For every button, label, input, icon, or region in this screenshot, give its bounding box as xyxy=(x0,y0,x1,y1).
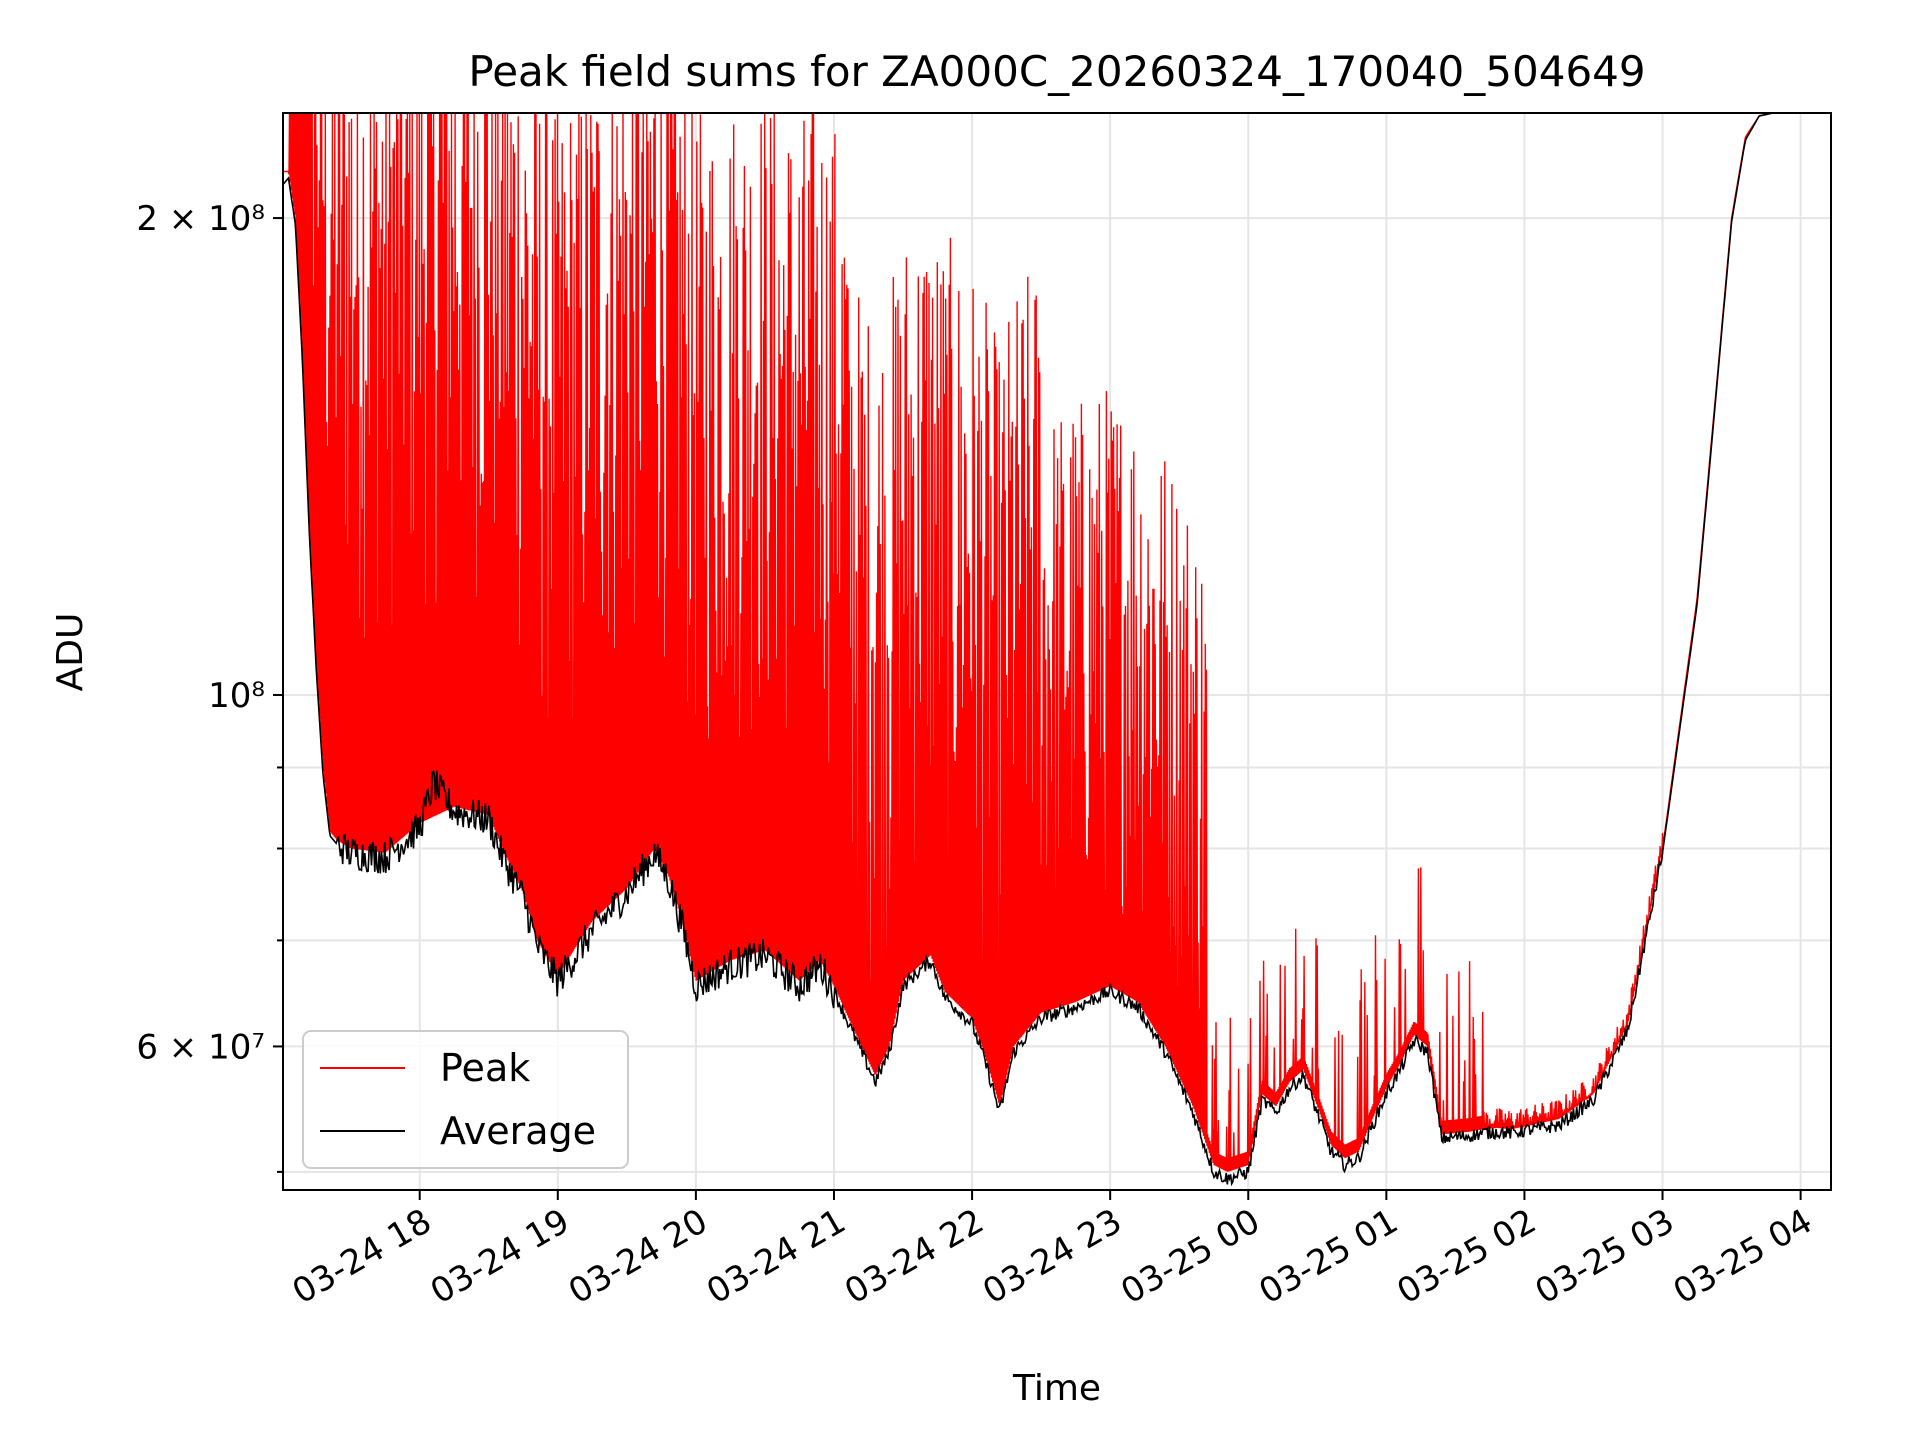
y-axis-title: ADU xyxy=(50,613,91,692)
legend: Peak Average xyxy=(302,1030,629,1169)
average-series-line xyxy=(283,113,1831,1187)
legend-box xyxy=(302,1030,629,1169)
peak-series-line xyxy=(283,113,1831,1172)
legend-average-label: Average xyxy=(440,1109,596,1153)
y-tick-label: 10⁸ xyxy=(208,676,265,716)
series-layer xyxy=(283,113,1831,1187)
x-axis-title: Time xyxy=(1012,1368,1101,1409)
chart-title: Peak field sums for ZA000C_20260324_1700… xyxy=(468,47,1645,96)
y-tick-label: 6 × 10⁷ xyxy=(136,1027,265,1067)
legend-peak-label: Peak xyxy=(440,1046,530,1090)
plot-frame xyxy=(282,112,1832,1191)
y-tick-label: 2 × 10⁸ xyxy=(136,199,265,239)
